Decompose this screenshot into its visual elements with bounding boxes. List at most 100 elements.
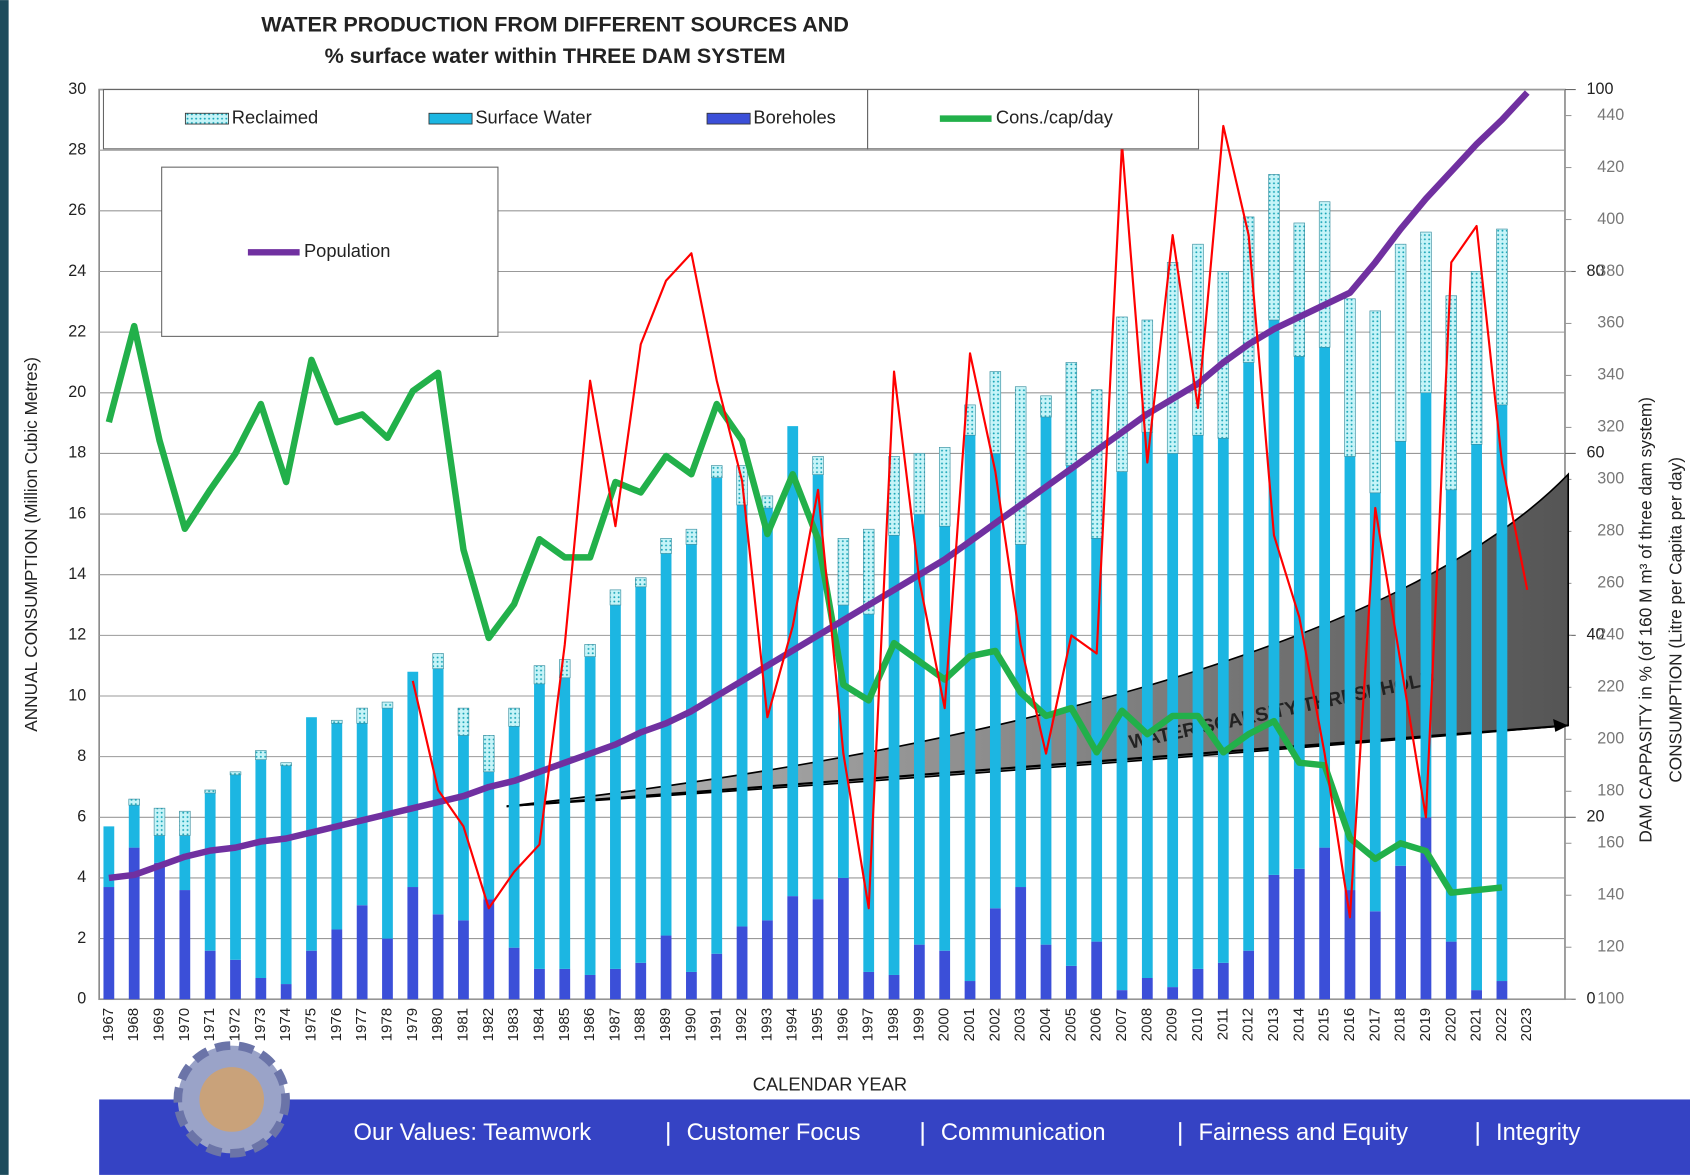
bar-segment bbox=[686, 971, 697, 1000]
line-series bbox=[105, 322, 1503, 896]
bar-segment bbox=[103, 826, 115, 888]
x-tick-label: 1993 bbox=[758, 1008, 775, 1042]
x-tick-label: 1991 bbox=[708, 1008, 725, 1042]
arrow-head bbox=[1553, 718, 1569, 732]
x-tick-label: 1974 bbox=[277, 1008, 294, 1042]
bar-segment bbox=[381, 701, 394, 709]
y2-tick-label: 320 bbox=[1597, 418, 1624, 436]
bar-segment bbox=[154, 862, 165, 1000]
bar-segment bbox=[153, 807, 166, 836]
bar-segment bbox=[1167, 987, 1179, 1000]
bar-segment bbox=[382, 938, 393, 1000]
bar-segment bbox=[280, 765, 292, 985]
y2-tick-label: 420 bbox=[1597, 158, 1624, 176]
footer-value: Integrity bbox=[1496, 1120, 1580, 1146]
chart-title: WATER PRODUCTION FROM DIFFERENT SOURCES … bbox=[261, 12, 849, 37]
bar-segment bbox=[989, 908, 1001, 1000]
x-tick-label: 2019 bbox=[1417, 1008, 1434, 1042]
bar-segment bbox=[1319, 847, 1331, 1000]
legend-swatch bbox=[184, 112, 229, 125]
bar-segment bbox=[179, 835, 191, 891]
bar-segment bbox=[711, 477, 723, 954]
bar-segment bbox=[483, 771, 495, 900]
bar-segment bbox=[1015, 887, 1027, 1000]
bar-segment bbox=[179, 890, 191, 1000]
y-tick-label: 22 bbox=[68, 322, 86, 340]
bar-segment bbox=[888, 535, 900, 975]
x-tick-label: 2009 bbox=[1164, 1008, 1181, 1042]
x-tick-label: 1971 bbox=[201, 1008, 218, 1042]
footer-values: Our Values: Teamwork Customer Focus Commun… bbox=[354, 1120, 1581, 1146]
bar-segment bbox=[559, 677, 571, 969]
bar-segment bbox=[458, 920, 469, 1000]
x-tick-label: 2015 bbox=[1316, 1008, 1333, 1042]
x-tick-label: 2018 bbox=[1392, 1008, 1409, 1042]
x-tick-label: 1978 bbox=[378, 1008, 395, 1042]
bar-segment bbox=[863, 971, 875, 1000]
bar-segment bbox=[609, 589, 622, 606]
bar-segment bbox=[1496, 404, 1508, 982]
y-tick-label: 6 bbox=[77, 808, 86, 826]
bar-segment bbox=[306, 950, 317, 1000]
x-tick-label: 2002 bbox=[986, 1008, 1003, 1042]
x-tick-label: 2014 bbox=[1290, 1008, 1307, 1042]
bar-segment bbox=[812, 456, 824, 475]
bar-segment bbox=[1471, 444, 1482, 991]
bar-segment bbox=[1344, 298, 1356, 457]
x-tick-label: 2003 bbox=[1012, 1008, 1029, 1042]
bar-segment bbox=[483, 735, 495, 773]
bar-segment bbox=[1217, 962, 1229, 1000]
bar-segment bbox=[660, 553, 672, 936]
bar-segment bbox=[331, 929, 343, 1000]
y2-tick-label: 400 bbox=[1597, 210, 1624, 228]
bar-segment bbox=[508, 726, 520, 948]
bar-segment bbox=[610, 605, 621, 969]
bar-segment bbox=[255, 750, 267, 760]
bar-segment bbox=[508, 707, 520, 727]
bar-segment bbox=[711, 953, 723, 1000]
x-tick-label: 1990 bbox=[682, 1008, 699, 1042]
line-series bbox=[411, 124, 1529, 919]
y-tick-label: 24 bbox=[68, 262, 86, 280]
x-tick-label: 1976 bbox=[328, 1008, 345, 1042]
x-tick-label: 1972 bbox=[226, 1008, 243, 1042]
x-tick-label: 1985 bbox=[556, 1008, 573, 1042]
bar-segment bbox=[787, 426, 799, 897]
bar-segment bbox=[1141, 977, 1153, 1000]
x-tick-label: 2004 bbox=[1037, 1008, 1054, 1042]
y2-tick-label: 140 bbox=[1597, 886, 1624, 904]
y-tick-label: 26 bbox=[68, 201, 86, 219]
bar-segment bbox=[407, 887, 419, 1000]
x-tick-label: 2007 bbox=[1113, 1008, 1130, 1042]
bar-segment bbox=[432, 653, 444, 670]
bar-segment bbox=[1293, 356, 1305, 869]
y-tick-label: 10 bbox=[68, 686, 86, 704]
bar-segment bbox=[1217, 438, 1229, 963]
bar-segment bbox=[1167, 453, 1179, 988]
y3-tick-label: 80 bbox=[1587, 262, 1605, 280]
x-tick-label: 2011 bbox=[1214, 1008, 1231, 1040]
x-tick-label: 1998 bbox=[885, 1008, 902, 1042]
bar-segment bbox=[686, 544, 697, 972]
bar-segment bbox=[1420, 817, 1432, 1000]
x-tick-label: 1982 bbox=[480, 1008, 497, 1042]
bar-segment bbox=[1090, 389, 1103, 539]
x-tick-label: 1986 bbox=[581, 1008, 598, 1042]
bar-segment bbox=[837, 605, 849, 878]
x-tick-label: 1984 bbox=[530, 1008, 547, 1042]
x-tick-label: 2010 bbox=[1189, 1008, 1206, 1042]
bar-segment bbox=[1141, 319, 1154, 433]
logo bbox=[173, 1041, 290, 1158]
footer-value: Our Values: Teamwork bbox=[354, 1120, 592, 1146]
bar-segment bbox=[331, 719, 343, 724]
bar-segment bbox=[1166, 262, 1179, 454]
y2-tick-label: 340 bbox=[1597, 366, 1624, 384]
y-tick-label: 20 bbox=[68, 383, 86, 401]
bar-segment bbox=[837, 877, 849, 1000]
x-tick-label: 1989 bbox=[657, 1008, 674, 1042]
bar-segment bbox=[1116, 316, 1128, 472]
y2-tick-label: 280 bbox=[1597, 522, 1624, 540]
x-tick-label: 1996 bbox=[834, 1008, 851, 1042]
bar-segment bbox=[584, 974, 596, 1000]
bar-segment bbox=[1040, 417, 1052, 945]
